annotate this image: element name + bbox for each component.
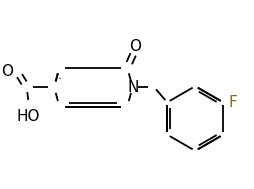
Text: F: F bbox=[228, 95, 237, 110]
Text: O: O bbox=[129, 40, 141, 54]
Text: HO: HO bbox=[17, 109, 40, 124]
Text: N: N bbox=[128, 80, 139, 95]
Text: O: O bbox=[1, 64, 13, 79]
